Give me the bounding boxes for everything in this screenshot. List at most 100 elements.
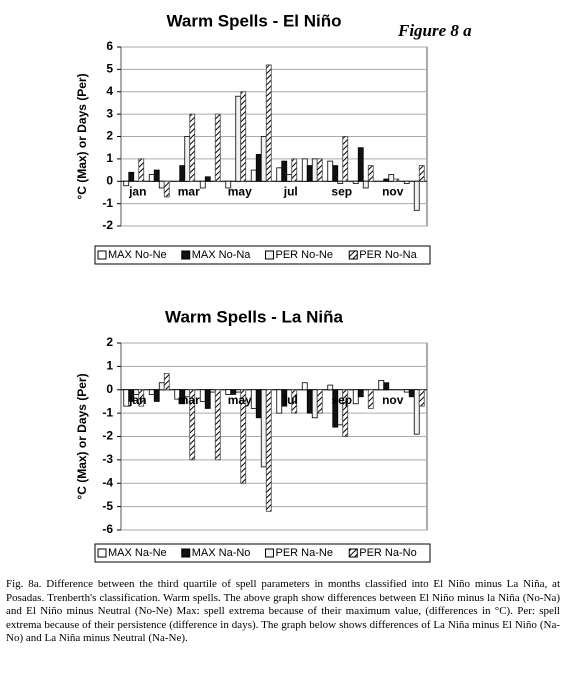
bar [189, 389, 196, 461]
y-tick-label: 1 [106, 359, 113, 373]
bar [403, 389, 410, 393]
y-axis-label: °C (Max) or Days (Per) [75, 373, 89, 499]
bar [204, 176, 211, 182]
y-tick-label: -1 [102, 196, 113, 210]
bar [128, 171, 135, 182]
bar [260, 136, 267, 182]
legend-swatch [97, 250, 107, 260]
y-tick-label: 0 [106, 173, 113, 187]
y-axis-label: °C (Max) or Days (Per) [75, 73, 89, 199]
legend-swatch [265, 250, 274, 260]
figure: Figure 8 a -2 -1 0 1 2 3 4 5 6 °C (Max) or Days (… [75, 11, 472, 563]
y-tick-label: 5 [106, 62, 113, 76]
bar [204, 389, 211, 409]
bar [311, 389, 318, 419]
bar [189, 113, 196, 182]
y-tick-label: -2 [102, 218, 113, 232]
bar [214, 389, 221, 461]
y-tick-label: -5 [102, 499, 113, 513]
bar [214, 113, 221, 182]
bar [281, 160, 288, 182]
bar [153, 389, 160, 402]
bar [327, 160, 334, 182]
legend-swatch [97, 548, 107, 558]
bar [128, 389, 135, 402]
legend-swatch [265, 548, 274, 558]
bar [301, 382, 308, 391]
figure-label: Figure 8 a [397, 21, 472, 40]
bar [291, 389, 298, 414]
legend-label: PER No-Na [359, 249, 417, 261]
bar [327, 384, 334, 391]
bar [352, 389, 359, 405]
bar [281, 389, 288, 407]
y-tick-label: 2 [106, 129, 113, 143]
y-tick-label: -3 [102, 452, 113, 466]
bar [306, 165, 313, 182]
bar [138, 158, 145, 182]
bar [362, 180, 369, 189]
bar [383, 382, 390, 391]
x-tick-label: mar [178, 393, 200, 407]
caption: Fig. 8a. Difference between the third qu… [6, 578, 560, 644]
x-tick-label: mar [178, 184, 200, 198]
y-tick-label: 3 [106, 106, 113, 120]
bar [163, 180, 170, 198]
bar [337, 180, 344, 184]
bar [342, 389, 349, 437]
bar [393, 178, 400, 182]
bar [413, 180, 420, 211]
bar [291, 158, 298, 182]
legend-label: MAX No-Ne [108, 249, 167, 261]
bar [316, 158, 323, 182]
y-tick-label: 6 [106, 39, 113, 53]
y-tick-label: 2 [106, 335, 113, 349]
bar [179, 165, 186, 182]
bar [311, 158, 318, 182]
bar [367, 389, 374, 409]
bar [260, 389, 267, 468]
x-tick-label: jan [128, 393, 146, 407]
x-tick-label: may [228, 393, 252, 407]
legend-label: PER Na-Ne [276, 547, 333, 559]
bar [240, 91, 247, 182]
y-tick-label: 1 [106, 151, 113, 165]
bar [153, 169, 160, 182]
bar [265, 64, 272, 182]
bar [357, 389, 364, 398]
legend-label: MAX Na-No [192, 547, 251, 559]
bar [123, 389, 130, 407]
legend-swatch [181, 548, 191, 558]
bar [306, 389, 313, 414]
bar [250, 169, 257, 182]
x-tick-label: may [228, 184, 252, 198]
bar [184, 136, 191, 182]
bar [158, 382, 165, 391]
x-tick-label: jul [283, 393, 298, 407]
bar [240, 389, 247, 484]
bar [357, 147, 364, 182]
bar [408, 389, 415, 398]
bar [235, 95, 242, 182]
bar [403, 180, 410, 184]
legend-label: MAX No-Na [192, 249, 252, 261]
x-tick-label: nov [382, 184, 404, 198]
bar [163, 372, 170, 391]
bar [209, 389, 216, 393]
x-tick-label: jan [128, 184, 146, 198]
bar [225, 180, 232, 189]
bar [388, 174, 395, 182]
bar [255, 389, 262, 419]
legend-swatch [348, 250, 358, 260]
y-tick-label: -1 [102, 405, 113, 419]
x-tick-label: nov [382, 393, 404, 407]
bar [250, 389, 257, 409]
bar [148, 389, 155, 395]
bar [148, 174, 155, 182]
bar [235, 389, 242, 393]
bar [378, 379, 385, 391]
legend-label: PER No-Ne [276, 249, 333, 261]
bar [199, 180, 206, 189]
bar [342, 136, 349, 182]
